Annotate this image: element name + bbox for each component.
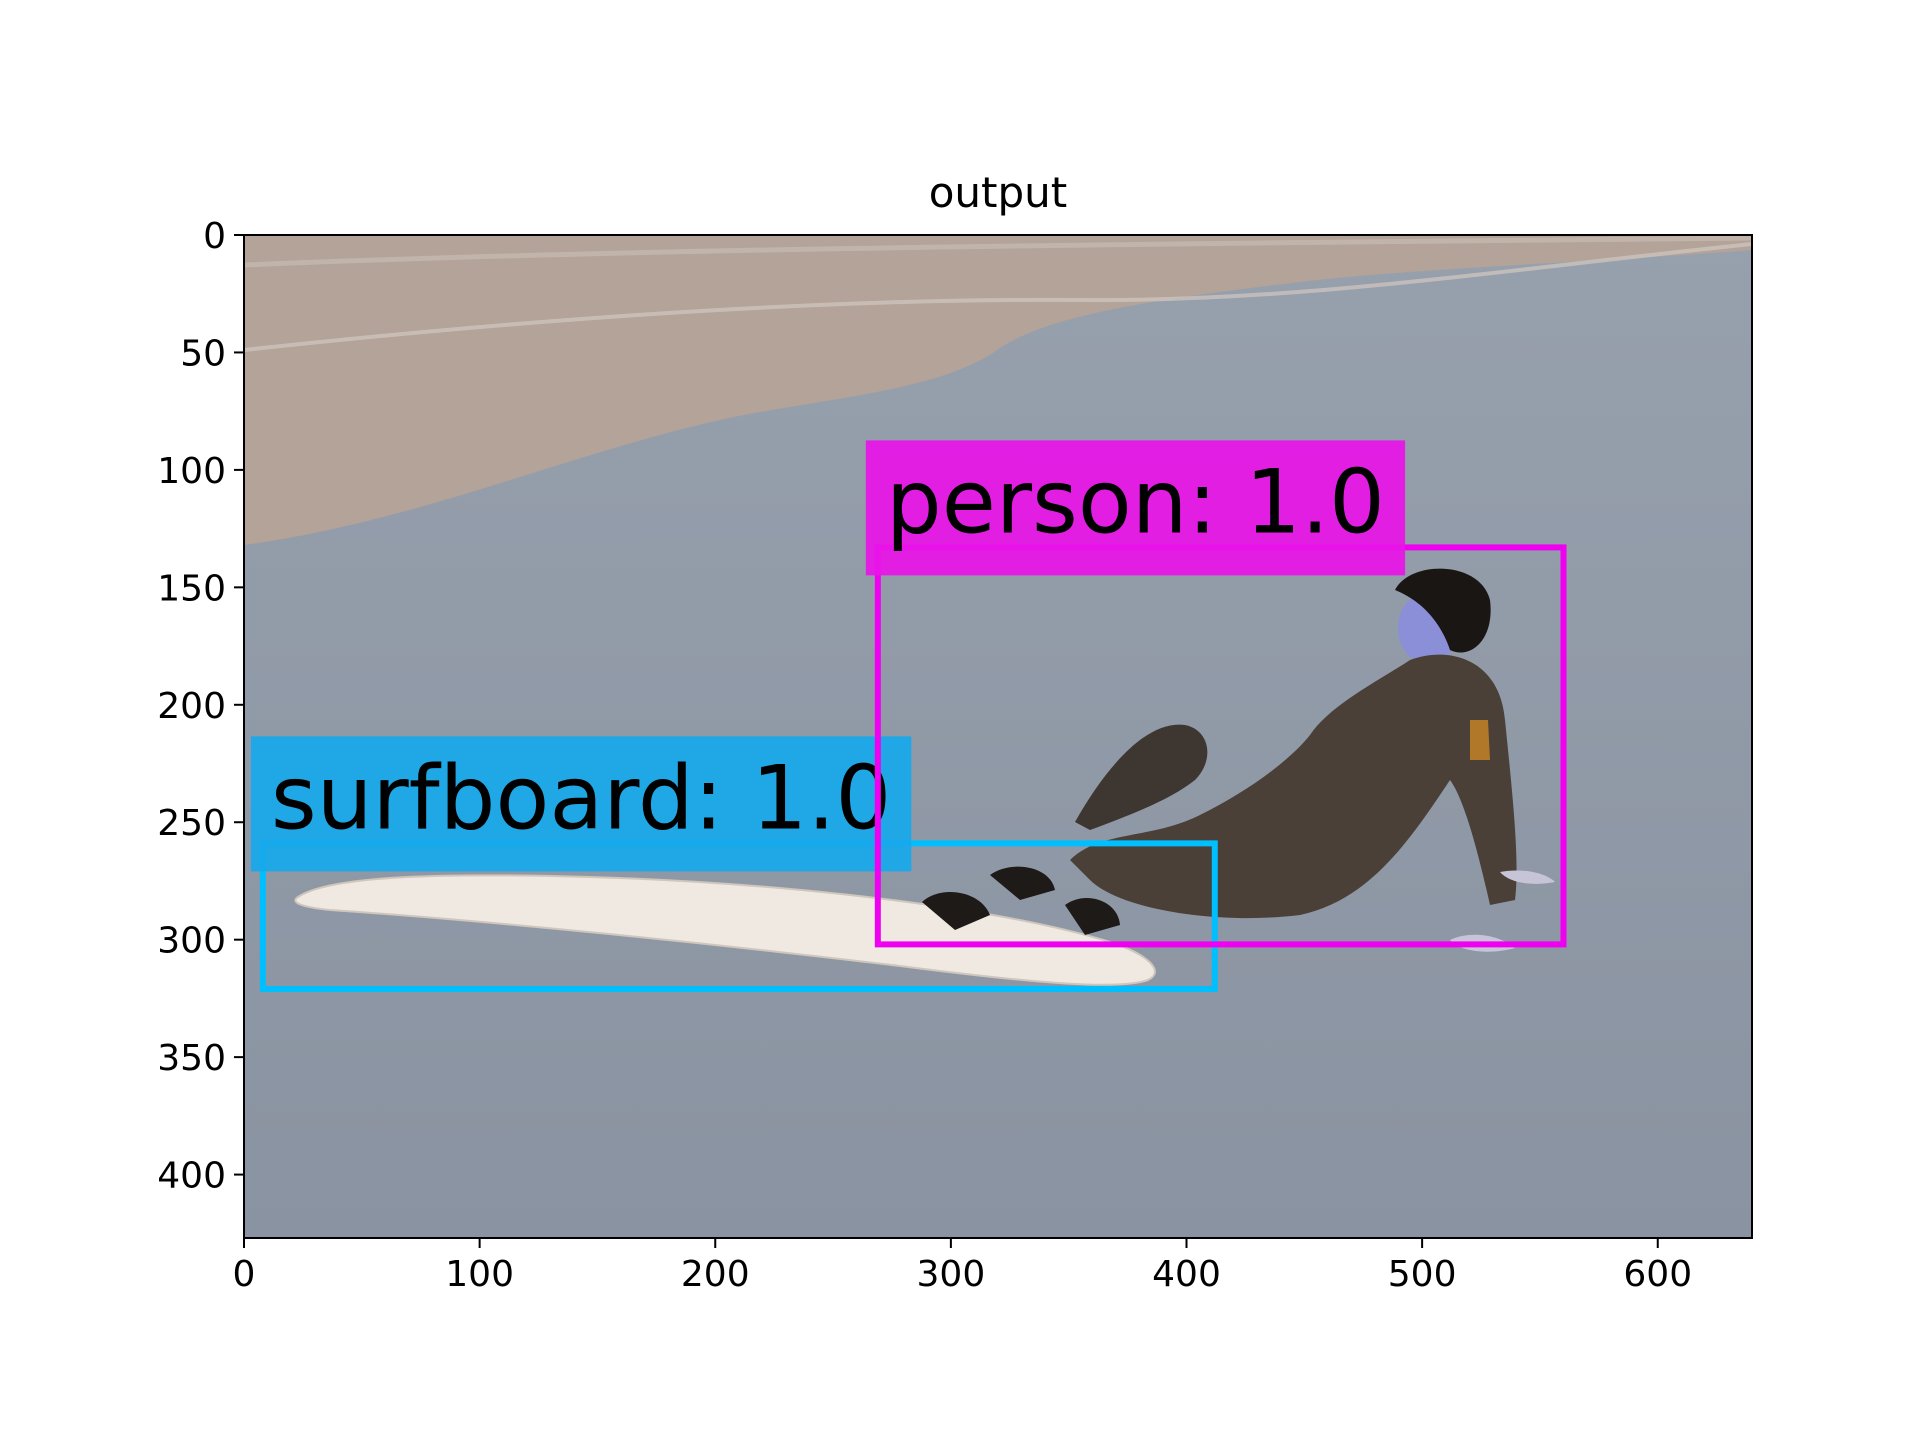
x-tick-label: 200 [681,1254,750,1295]
y-tick-label: 0 [203,216,226,257]
y-tick-label: 250 [157,803,226,844]
x-tick-label: 100 [445,1254,514,1295]
person-label-bg [865,440,1406,576]
y-axis: 0 50 100 150 200 250 300 350 400 [157,216,244,1197]
y-tick-label: 50 [180,333,226,374]
y-tick-label: 400 [157,1156,226,1197]
person-label: person: 1.0 [886,450,1385,553]
surfboard-label-bg [250,736,912,872]
plot-frame [243,234,1753,1239]
x-axis: 0 100 200 300 400 500 600 [233,1238,1692,1295]
x-tick-label: 300 [917,1254,986,1295]
shoreline-foam-2 [244,235,1752,268]
detections: surfboard: 1.0 person: 1.0 [250,440,1567,993]
x-tick-label: 0 [233,1254,256,1295]
x-tick-label: 600 [1623,1254,1692,1295]
dry-sand [244,235,1752,545]
x-tick-label: 500 [1388,1254,1457,1295]
y-tick-label: 200 [157,686,226,727]
shoreline-foam [244,242,1752,352]
person-graphic [1070,568,1555,952]
y-tick-label: 300 [157,921,226,962]
x-tick-label: 400 [1152,1254,1221,1295]
y-tick-label: 150 [157,568,226,609]
surfboard-label: surfboard: 1.0 [271,746,891,849]
y-tick-label: 350 [157,1038,226,1079]
chart-title: output [929,168,1068,217]
surfboard-graphic [294,866,1156,986]
y-tick-label: 100 [157,451,226,492]
